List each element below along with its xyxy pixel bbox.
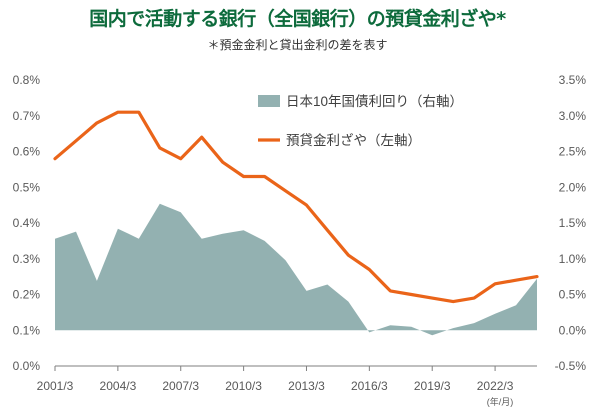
right-axis-tick-label: 0.0% [559, 323, 587, 337]
legend-label-spread: 預貸金利ざや（左軸） [286, 132, 421, 148]
legend-label-yield: 日本10年国債利回り（右軸） [286, 94, 463, 109]
x-axis-tick-label: 2016/3 [351, 379, 388, 393]
right-axis-tick-label: 3.0% [559, 109, 587, 123]
x-axis-tick-label: 2010/3 [225, 379, 262, 393]
right-axis-tick-label: -0.5% [555, 359, 587, 373]
x-axis-tick-label: 2022/3 [477, 379, 514, 393]
left-axis-tick-label: 0.2% [13, 288, 41, 302]
x-axis-unit-label: (年/月) [487, 396, 514, 407]
right-axis-tick-label: 3.5% [559, 73, 587, 87]
left-axis-tick-label: 0.3% [13, 252, 41, 266]
x-axis-tick-label: 2004/3 [100, 379, 137, 393]
legend: 日本10年国債利回り（右軸） 預貸金利ざや（左軸） [258, 94, 463, 148]
x-axis-tick-label: 2001/3 [37, 379, 74, 393]
axis-layer: 0.0% 0.1% 0.2% 0.3% 0.4% 0.5% 0.6% 0.7% 0.8% -0.5… [13, 73, 587, 407]
right-axis-tick-label: 1.0% [559, 252, 587, 266]
left-axis-tick-label: 0.5% [13, 180, 41, 194]
jgb-10y-yield-area [55, 203, 537, 336]
x-axis-tick-label: 2007/3 [162, 379, 199, 393]
left-axis-tick-label: 0.1% [13, 323, 41, 337]
left-axis-tick-label: 0.0% [13, 359, 41, 373]
lending-spread-line [53, 110, 539, 304]
right-axis-tick-label: 2.0% [559, 180, 587, 194]
left-axis-tick-label: 0.4% [13, 216, 41, 230]
right-axis-tick-label: 0.5% [559, 288, 587, 302]
legend-swatch-yield [258, 95, 280, 107]
left-axis-tick-label: 0.8% [13, 73, 41, 87]
left-axis-tick-label: 0.7% [13, 109, 41, 123]
chart-title: 国内で活動する銀行（全国銀行）の預貸金利ざや* [89, 8, 506, 30]
right-axis-tick-label: 1.5% [559, 216, 587, 230]
x-axis-tick-label: 2019/3 [414, 379, 451, 393]
x-axis-tick-label: 2013/3 [288, 379, 325, 393]
left-axis-tick-label: 0.6% [13, 145, 41, 159]
right-axis-tick-label: 2.5% [559, 145, 587, 159]
chart-subtitle: ＊預金金利と貸出金利の差を表す [207, 38, 388, 52]
plot-layer [53, 110, 539, 336]
